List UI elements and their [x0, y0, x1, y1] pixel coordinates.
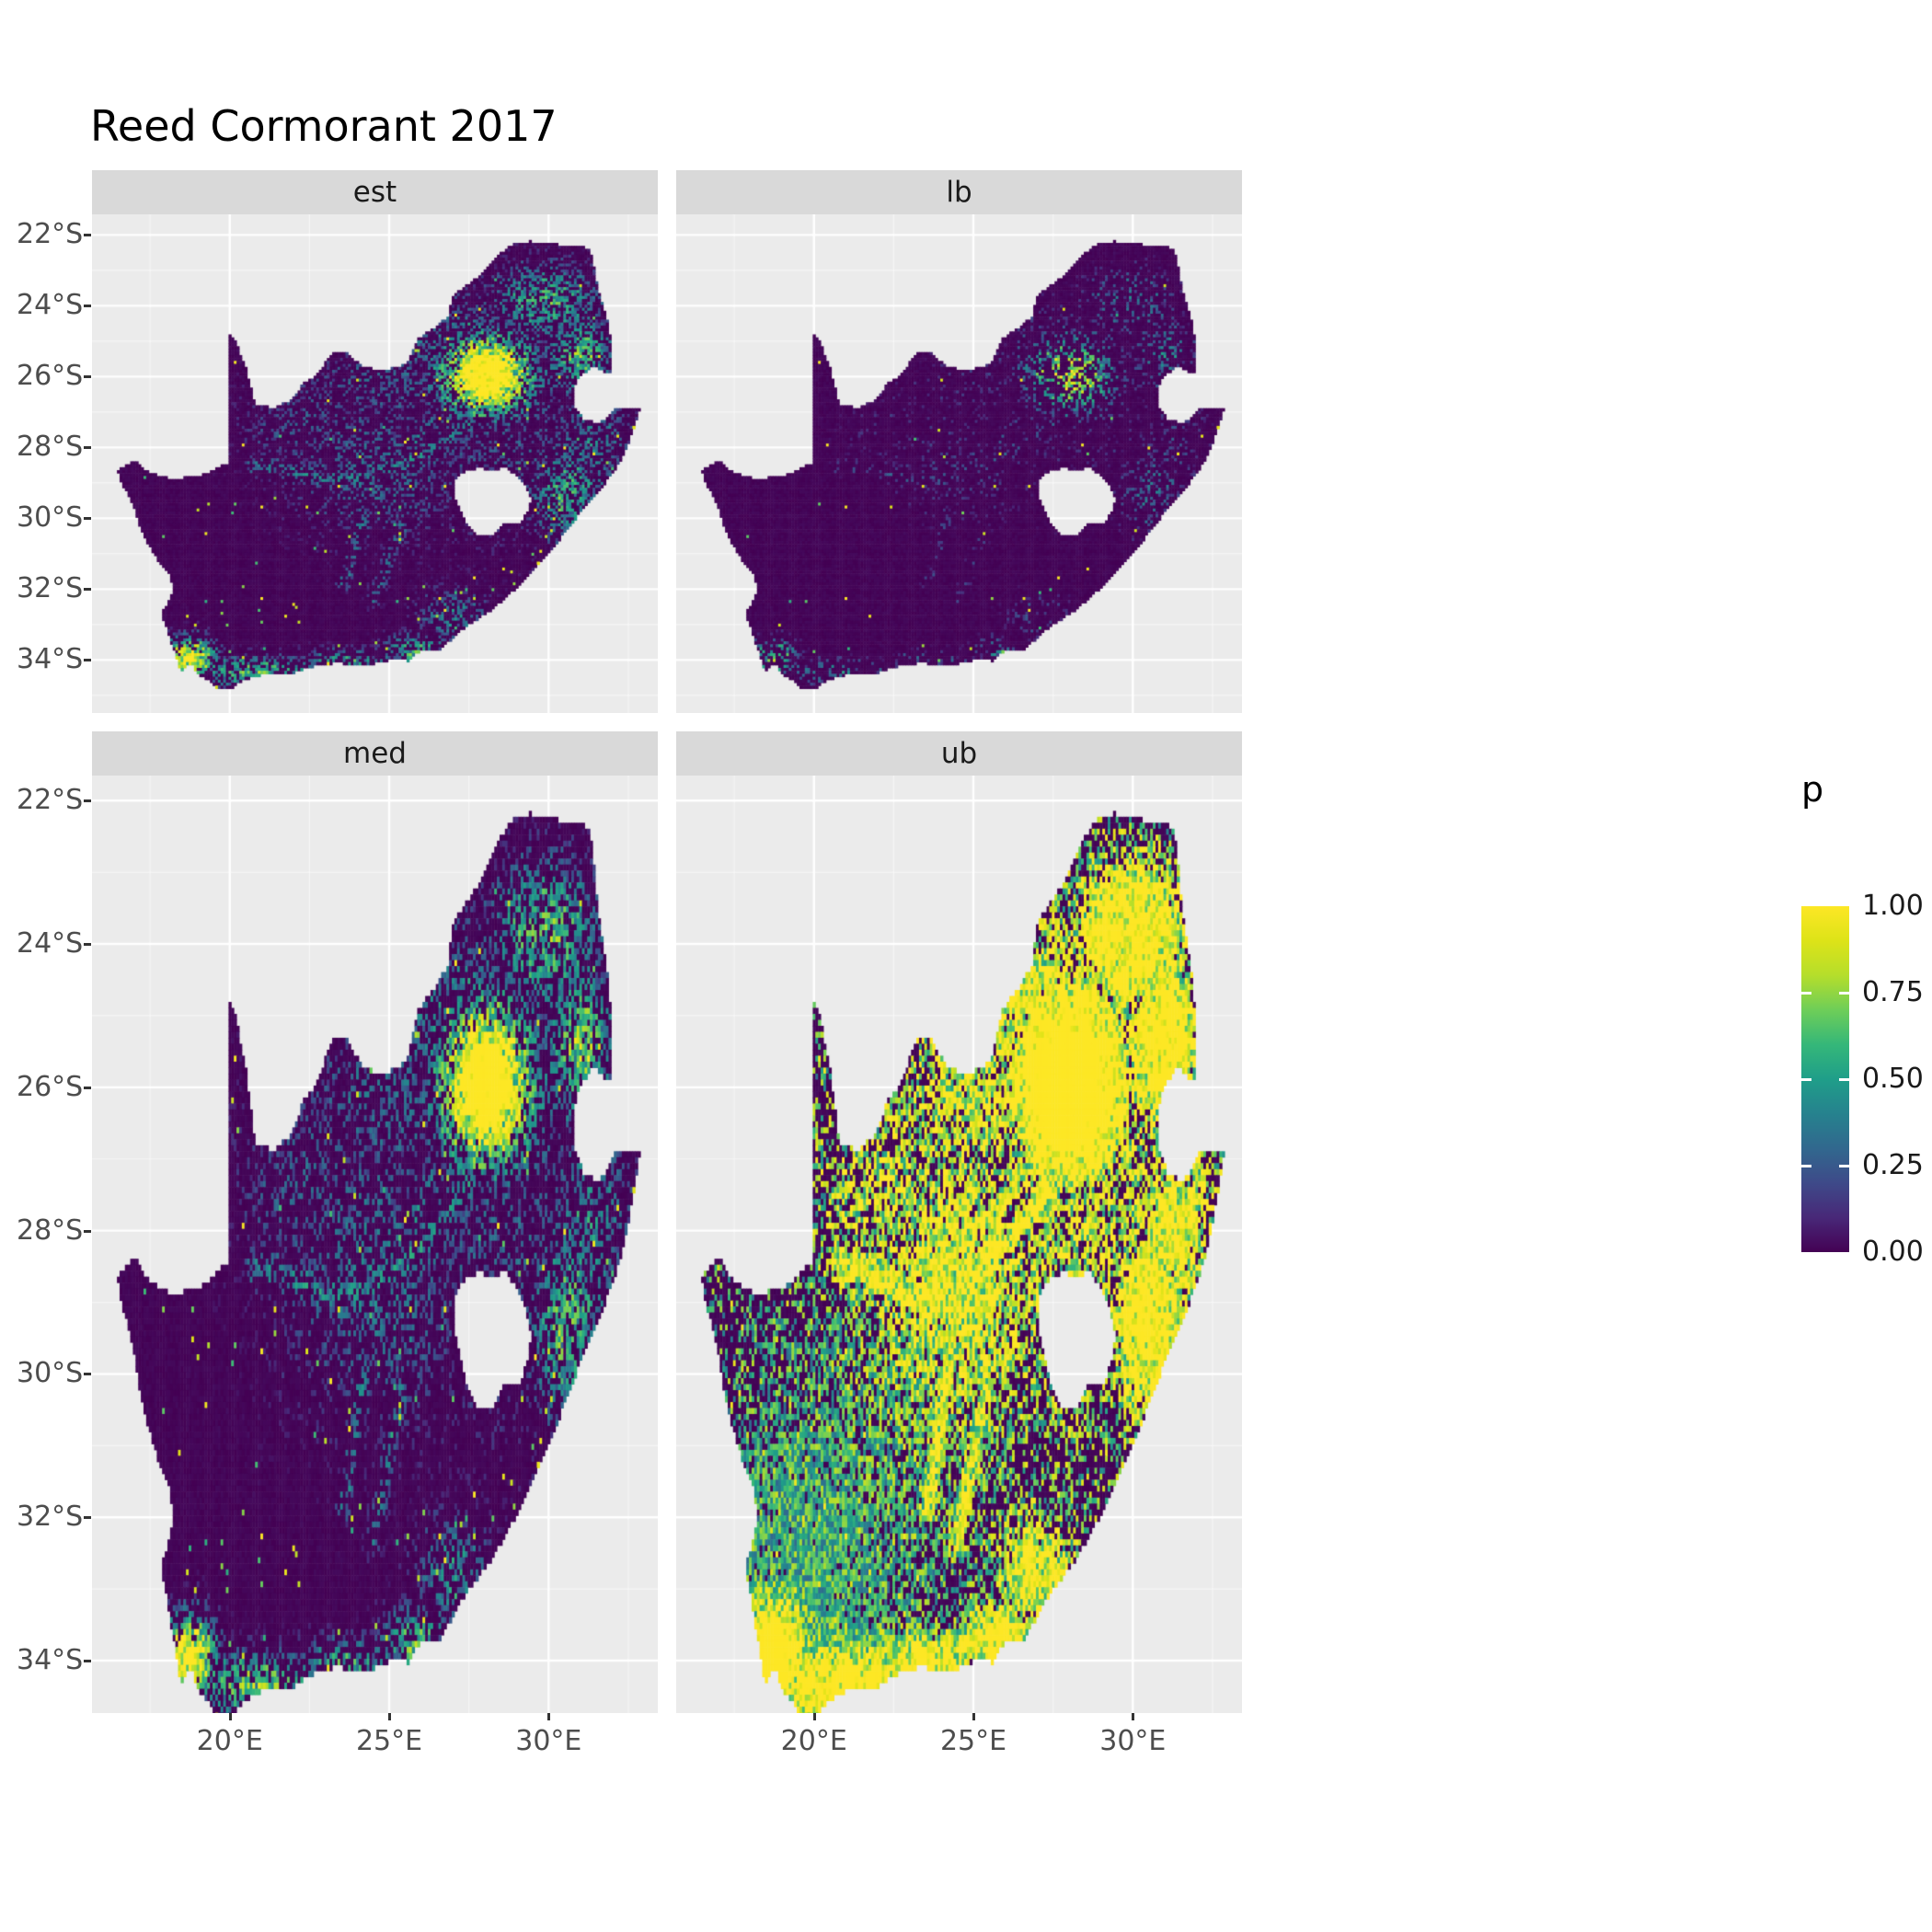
y-axis-tick	[84, 943, 91, 947]
y-axis-tick	[84, 375, 91, 379]
legend-tick-label: 0.75	[1862, 976, 1924, 1008]
map-lb-canvas	[676, 214, 1242, 713]
y-axis-label: 26°S	[17, 1070, 84, 1103]
y-axis-tick	[84, 1229, 91, 1233]
y-axis-tick	[84, 234, 91, 237]
legend-tick-label: 1.00	[1862, 890, 1924, 922]
y-axis-label: 30°S	[17, 1357, 84, 1390]
y-axis-tick	[84, 517, 91, 521]
y-axis-label: 28°S	[17, 1213, 84, 1247]
y-axis-tick	[84, 1660, 91, 1663]
x-axis-tick	[228, 1713, 232, 1720]
map-ub-canvas	[676, 776, 1242, 1713]
facet-strip-lb: lb	[676, 170, 1242, 214]
x-axis-tick	[1132, 1713, 1135, 1720]
facet-strip-lb-label: lb	[946, 176, 972, 209]
y-axis-label: 24°S	[17, 927, 84, 960]
y-axis-label: 26°S	[17, 360, 84, 393]
panel-lb	[676, 214, 1242, 713]
legend-colorbar-tick	[1801, 1165, 1811, 1167]
y-axis-tick	[84, 1373, 91, 1376]
legend-colorbar-tick	[1839, 1078, 1849, 1081]
map-est-canvas	[92, 214, 658, 713]
y-axis-label: 28°S	[17, 431, 84, 464]
y-axis-tick	[84, 1086, 91, 1089]
y-axis-label: 30°S	[17, 501, 84, 535]
facet-strip-med: med	[92, 731, 658, 776]
legend-tick-label: 0.25	[1862, 1149, 1924, 1181]
legend-tick-label: 0.00	[1862, 1236, 1924, 1268]
x-axis-label: 30°E	[1099, 1725, 1167, 1757]
facet-strip-ub: ub	[676, 731, 1242, 776]
plot-title: Reed Cormorant 2017	[90, 101, 558, 151]
facet-strip-ub-label: ub	[940, 737, 978, 770]
legend-colorbar-tick	[1839, 1165, 1849, 1167]
legend-colorbar-tick	[1839, 992, 1849, 995]
y-axis-tick	[84, 305, 91, 308]
x-axis-tick	[812, 1713, 816, 1720]
y-axis-label: 32°S	[17, 1501, 84, 1534]
facet-strip-med-label: med	[343, 737, 407, 770]
x-axis-tick	[388, 1713, 392, 1720]
y-axis-tick	[84, 588, 91, 592]
legend-title: p	[1801, 769, 1824, 810]
panel-est	[92, 214, 658, 713]
map-med-canvas	[92, 776, 658, 1713]
y-axis-tick	[84, 659, 91, 662]
facet-strip-est: est	[92, 170, 658, 214]
y-axis-label: 34°S	[17, 643, 84, 676]
x-axis-tick	[547, 1713, 551, 1720]
legend-tick-label: 0.50	[1862, 1063, 1924, 1095]
x-axis-tick	[972, 1713, 976, 1720]
panel-ub	[676, 776, 1242, 1713]
y-axis-label: 32°S	[17, 572, 84, 605]
x-axis-label: 25°E	[355, 1725, 423, 1757]
y-axis-label: 34°S	[17, 1644, 84, 1677]
x-axis-label: 25°E	[939, 1725, 1007, 1757]
y-axis-tick	[84, 1516, 91, 1520]
x-axis-label: 20°E	[196, 1725, 263, 1757]
facet-strip-est-label: est	[352, 176, 397, 209]
y-axis-tick	[84, 799, 91, 803]
y-axis-label: 24°S	[17, 289, 84, 322]
y-axis-label: 22°S	[17, 784, 84, 817]
legend-colorbar-tick	[1801, 992, 1811, 995]
y-axis-label: 22°S	[17, 218, 84, 251]
x-axis-label: 20°E	[780, 1725, 847, 1757]
y-axis-tick	[84, 446, 91, 450]
x-axis-label: 30°E	[515, 1725, 582, 1757]
legend-colorbar-tick	[1801, 1078, 1811, 1081]
panel-med	[92, 776, 658, 1713]
